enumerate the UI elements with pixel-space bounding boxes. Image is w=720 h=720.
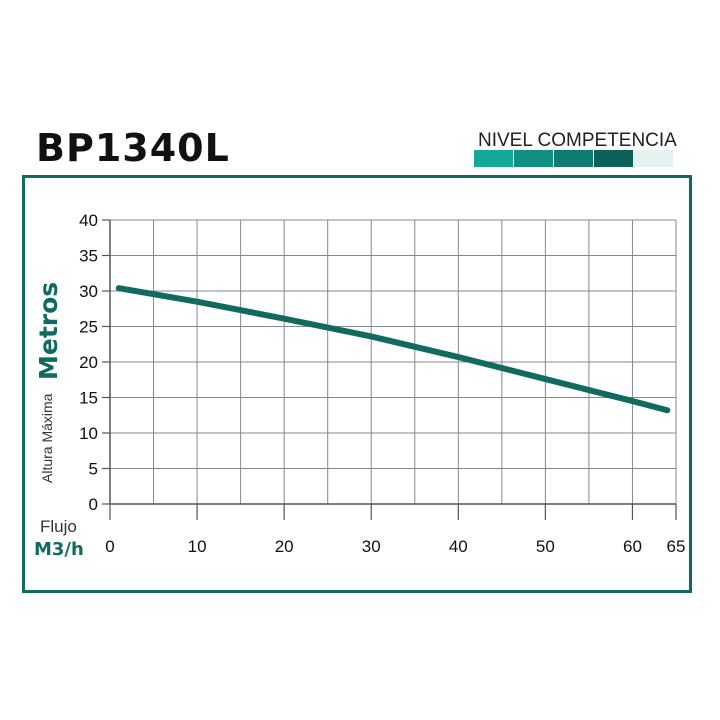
x-ticks: 0 10 20 30 40 50 60 65 (105, 504, 685, 556)
y-ticks: 0 5 10 15 20 25 30 35 40 (79, 211, 110, 514)
level-bar (474, 150, 674, 167)
chart-frame (22, 175, 692, 593)
y-tick-label: 30 (79, 282, 98, 301)
x-tick-label: 30 (362, 537, 381, 556)
y-axis-label-big: Metros (34, 282, 63, 380)
x-tick-label: 60 (623, 537, 642, 556)
level-segment (634, 150, 673, 167)
level-label: NIVEL COMPETENCIA (478, 130, 677, 151)
level-segment (514, 150, 553, 167)
x-tick-label: 50 (536, 537, 555, 556)
y-tick-label: 15 (79, 389, 98, 408)
series (115, 285, 671, 414)
x-axis-label-big: M3/h (34, 539, 84, 560)
x-tick-label: 10 (188, 537, 207, 556)
chart-title: BP1340L (36, 126, 230, 170)
y-tick-label: 35 (79, 247, 98, 266)
grid (109, 219, 677, 505)
level-segment (594, 150, 633, 167)
y-axis-label-small: Altura Máxima (39, 393, 55, 483)
y-tick-label: 10 (79, 424, 98, 443)
level-segment (554, 150, 593, 167)
y-tick-label: 40 (79, 211, 98, 230)
y-tick-label: 5 (89, 460, 98, 479)
x-tick-label: 0 (105, 537, 114, 556)
x-tick-label: 40 (449, 537, 468, 556)
level-segment (474, 150, 513, 167)
y-tick-label: 25 (79, 318, 98, 337)
x-axis-label-small: Flujo (40, 517, 77, 536)
y-tick-label: 20 (79, 353, 98, 372)
y-tick-label: 0 (89, 495, 98, 514)
series-line (115, 285, 671, 414)
x-tick-label: 20 (275, 537, 294, 556)
x-tick-label: 65 (667, 537, 686, 556)
